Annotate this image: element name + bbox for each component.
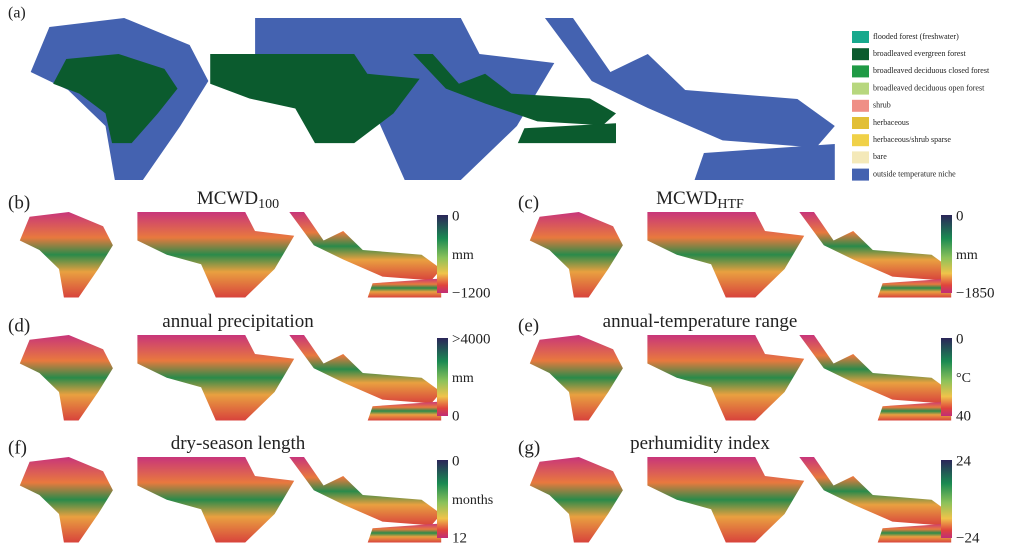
panel-a-map (31, 18, 835, 180)
legend-label: flooded forest (freshwater) (873, 32, 959, 41)
panel-title: perhumidity index (630, 433, 770, 454)
legend-swatch (852, 31, 869, 43)
colorbar-unit: mm (452, 371, 474, 386)
colorbar-unit: mm (452, 248, 474, 263)
colorbar-bottom: −1850 (956, 285, 994, 301)
legend-label: herbaceous/shrub sparse (873, 135, 951, 144)
legend-label: outside temperature niche (873, 169, 956, 178)
legend-label: broadleaved evergreen forest (873, 49, 966, 58)
colorbar (437, 460, 448, 538)
colorbar-top: 0 (956, 208, 964, 224)
colorbar-bottom: 12 (452, 530, 467, 546)
title-main: annual precipitation (162, 311, 314, 332)
colorbar-bottom: −24 (956, 530, 980, 546)
colorbar-top: 0 (452, 453, 460, 469)
colorbar-bottom: 0 (452, 408, 460, 424)
title-sub: HTF (717, 197, 744, 212)
map-land (530, 212, 951, 298)
map (530, 335, 951, 421)
colorbar (941, 460, 952, 538)
map (20, 457, 441, 543)
legend-label: herbaceous (873, 118, 909, 127)
legend-swatch (852, 100, 869, 112)
panel-label: (d) (8, 315, 30, 336)
figure: (a) flooded forest (freshwater) broadleav… (0, 0, 1032, 546)
panel-title: MCWDHTF (656, 188, 744, 212)
colorbar-unit: months (452, 493, 493, 508)
title-main: MCWD (197, 188, 258, 209)
panel-title: annual-temperature range (603, 311, 798, 332)
title-sub: 100 (258, 197, 279, 212)
title-main: dry-season length (171, 433, 306, 454)
legend-swatch (852, 65, 869, 77)
panel-title: dry-season length (171, 433, 306, 454)
map-land (20, 335, 441, 421)
legend-swatch (852, 169, 869, 181)
legend-swatch (852, 117, 869, 129)
colorbar-top: 24 (956, 453, 972, 469)
colorbar-top: 0 (956, 331, 964, 347)
colorbar-bottom: 40 (956, 408, 971, 424)
legend-swatch (852, 83, 869, 95)
panel-label: (c) (518, 192, 539, 213)
panel-label: (a) (8, 5, 26, 22)
panel-title: MCWD100 (197, 188, 279, 212)
legend-swatch (852, 151, 869, 163)
map-land (20, 457, 441, 543)
legend-swatch (852, 48, 869, 60)
panel-label: (e) (518, 315, 539, 336)
legend-label: bare (873, 152, 887, 161)
panel-label: (g) (518, 437, 540, 458)
colorbar-bottom: −1200 (452, 285, 490, 301)
title-main: annual-temperature range (603, 311, 798, 332)
colorbar (941, 215, 952, 293)
map (20, 335, 441, 421)
colorbar-unit: mm (956, 248, 978, 263)
title-main: MCWD (656, 188, 717, 209)
legend-swatch (852, 134, 869, 146)
legend-label: broadleaved deciduous open forest (873, 83, 985, 92)
colorbar-unit: °C (956, 371, 971, 386)
panel-label: (f) (8, 437, 27, 458)
map-land (530, 335, 951, 421)
legend-label: broadleaved deciduous closed forest (873, 66, 990, 75)
colorbar-top: >4000 (452, 331, 490, 347)
panel-title: annual precipitation (162, 311, 314, 332)
map-land (530, 457, 951, 543)
legend-label: shrub (873, 101, 891, 110)
colorbar (941, 338, 952, 416)
map (20, 212, 441, 298)
map-land (20, 212, 441, 298)
colorbar-top: 0 (452, 208, 460, 224)
title-main: perhumidity index (630, 433, 770, 454)
panel-label: (b) (8, 192, 30, 213)
colorbar (437, 215, 448, 293)
map (530, 212, 951, 298)
colorbar (437, 338, 448, 416)
map (530, 457, 951, 543)
